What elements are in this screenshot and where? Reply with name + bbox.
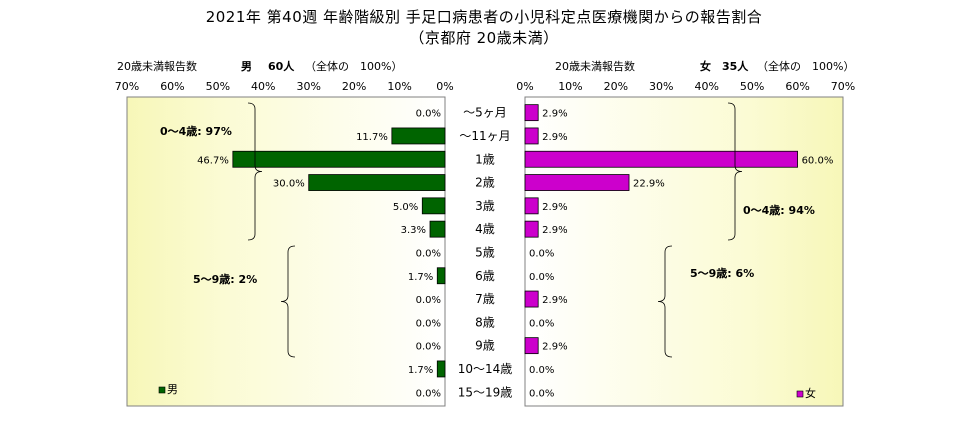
female-bar [524,337,539,355]
female-tick-label: 0% [516,80,533,93]
female-tick-label: 30% [649,80,673,93]
female-legend-swatch [796,390,804,398]
left-header-label: 20歳未満報告数 [117,60,197,73]
right-header-label: 20歳未満報告数 [555,60,635,73]
category-label: 3歳 [475,199,495,213]
female-bar-label: 0.0% [529,248,554,259]
female-bar-label: 22.9% [633,179,665,190]
female-bar [524,197,539,215]
female-5-9-bracket [657,245,673,358]
male-5-9-annotation: 5～9歳: 2% [193,272,257,286]
category-label: 1歳 [475,152,495,166]
male-tick-label: 0% [436,80,453,93]
male-bar-label: 0.0% [416,248,441,259]
chart-title-line1: 2021年 第40週 年齢階級別 手足口病患者の小児科定点医療機関からの報告割合 [205,8,763,26]
female-bar [524,127,539,145]
category-label: ～5ヶ月 [463,106,507,120]
category-label: 4歳 [475,222,495,236]
male-tick-label: 30% [296,80,320,93]
right-header-count: 35人 [722,60,749,73]
female-tick-label: 20% [604,80,628,93]
male-bar-label: 46.7% [197,155,229,166]
male-tick-label: 70% [115,80,139,93]
male-0-4-annotation: 0～4歳: 97% [160,124,232,138]
female-0-4-annotation: 0～4歳: 94% [743,203,815,217]
male-tick-label: 40% [251,80,275,93]
male-bar [436,267,446,285]
male-tick-label: 50% [206,80,230,93]
male-bar-label: 1.7% [408,272,433,283]
male-bar [308,174,446,191]
category-label: 7歳 [475,292,495,306]
male-legend-swatch [158,386,166,394]
male-bar-label: 0.0% [416,318,441,329]
female-legend-label: 女 [805,386,816,400]
male-bar-label: 0.0% [416,388,441,399]
male-plot-area [126,96,446,407]
left-header-sex: 男 [241,60,252,73]
female-tick-label: 70% [831,80,855,93]
female-0-4-bracket [727,102,743,241]
male-bar-label: 0.0% [416,295,441,306]
female-bar-label: 2.9% [542,132,567,143]
male-tick-label: 10% [387,80,411,93]
female-bar-label: 0.0% [529,388,554,399]
male-bar-label: 5.0% [393,202,418,213]
male-bar-label: 3.3% [401,225,426,236]
left-header-count: 60人 [268,60,295,73]
left-header-total: （全体の 100%） [305,60,403,73]
male-bar-label: 1.7% [408,365,433,376]
male-legend-label: 男 [167,383,178,396]
male-bar-label: 0.0% [416,342,441,353]
male-5-9-bracket [280,245,296,358]
male-bar-label: 30.0% [273,179,305,190]
female-bar [524,290,539,308]
female-tick-label: 60% [785,80,809,93]
category-label: 15～19歳 [458,385,513,399]
male-bar-label: 0.0% [416,109,441,120]
chart-title-line2: （京都府 20歳未満） [409,29,559,47]
female-bar [524,174,630,191]
male-bar-label: 11.7% [356,132,388,143]
male-bar [421,197,446,215]
category-label: 9歳 [475,339,495,353]
category-label: 6歳 [475,269,495,283]
female-bar-label: 2.9% [542,202,567,213]
female-bar-label: 60.0% [802,155,834,166]
category-label: ～11ヶ月 [459,129,510,143]
female-bar-label: 2.9% [542,342,567,353]
male-bar [391,127,446,145]
category-label: 10～14歳 [458,362,513,376]
category-label: 2歳 [475,176,495,190]
female-bar-label: 2.9% [542,295,567,306]
female-bar [524,220,539,238]
female-bar-label: 0.0% [529,272,554,283]
female-5-9-annotation: 5～9歳: 6% [690,266,754,280]
male-bar [232,150,446,168]
right-header-sex: 女 [700,60,711,73]
male-tick-label: 60% [160,80,184,93]
right-header-total: （全体の 100%） [757,60,855,73]
category-label: 5歳 [475,245,495,259]
female-bar-label: 2.9% [542,225,567,236]
female-plot-area [524,96,844,407]
female-tick-label: 10% [558,80,582,93]
male-0-4-bracket [247,102,263,241]
male-tick-label: 20% [342,80,366,93]
female-bar-label: 0.0% [529,365,554,376]
female-bar [524,104,539,122]
female-tick-label: 50% [740,80,764,93]
female-bar-label: 2.9% [542,109,567,120]
male-bar [436,360,446,378]
category-label: 8歳 [475,315,495,329]
female-tick-label: 40% [694,80,718,93]
female-bar-label: 0.0% [529,318,554,329]
male-bar [429,220,446,238]
female-bar [524,150,798,168]
